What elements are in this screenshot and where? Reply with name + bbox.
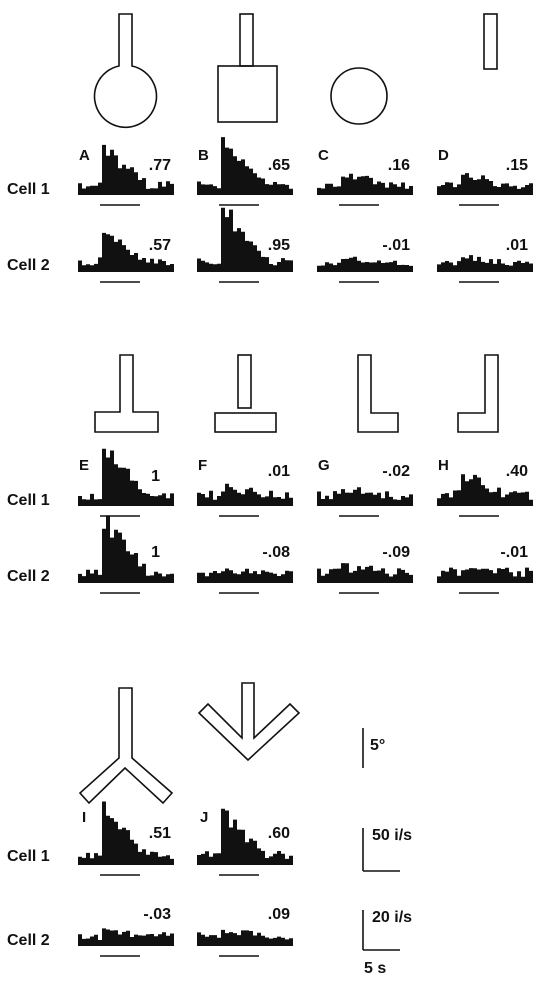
histogram-9 (197, 483, 293, 506)
histogram-12 (78, 515, 174, 583)
row-label-cell1: Cell 1 (7, 181, 50, 198)
panel-letter-f: F (198, 457, 207, 474)
shape-circle (330, 67, 388, 125)
scale-label-rate-1: 50 i/s (372, 827, 412, 844)
shape-stem-square (217, 13, 278, 123)
panel-letter-b: B (198, 147, 209, 164)
r-value: .16 (388, 157, 410, 174)
r-value: .01 (506, 237, 528, 254)
r-value: .77 (149, 157, 171, 174)
shape-arrow (197, 682, 301, 762)
r-value: -.09 (382, 544, 410, 561)
shape-inverted-t (94, 354, 159, 433)
shape-l-left (457, 354, 499, 433)
shape-stem-circle (93, 13, 158, 129)
r-value: .40 (506, 463, 528, 480)
histogram-11 (437, 474, 533, 506)
histogram-18 (78, 928, 174, 946)
histogram-19 (197, 929, 293, 946)
panel-letter-a: A (79, 147, 90, 164)
r-value: -.08 (262, 544, 290, 561)
panel-letter-e: E (79, 457, 89, 474)
shape-l-right (357, 354, 399, 433)
shape-y (78, 687, 174, 805)
panel-letter-d: D (438, 147, 449, 164)
shape-separated-t (214, 354, 277, 433)
histogram-4 (78, 232, 174, 272)
r-value: .01 (268, 463, 290, 480)
r-value: 1 (151, 468, 160, 485)
panel-letter-c: C (318, 147, 329, 164)
r-value: -.01 (382, 237, 410, 254)
histogram-7 (437, 255, 533, 272)
histogram-15 (437, 567, 533, 583)
r-value: -.01 (500, 544, 528, 561)
row-label-cell2: Cell 2 (7, 568, 50, 585)
histogram-10 (317, 487, 413, 506)
r-value: .65 (268, 157, 290, 174)
shape-bar (483, 13, 498, 70)
histogram-0 (78, 144, 174, 195)
panel-letter-h: H (438, 457, 449, 474)
histogram-6 (317, 256, 413, 272)
row-label-cell1: Cell 1 (7, 492, 50, 509)
r-value: .95 (268, 237, 290, 254)
row-label-cell1: Cell 1 (7, 848, 50, 865)
r-value: -.02 (382, 463, 410, 480)
panel-letter-j: J (200, 809, 208, 826)
histogram-3 (437, 173, 533, 195)
histogram-14 (317, 563, 413, 583)
scale-label-angle: 5° (370, 737, 385, 754)
row-label-cell2: Cell 2 (7, 932, 50, 949)
histogram-1 (197, 137, 293, 195)
histogram-2 (317, 173, 413, 195)
r-value: .60 (268, 825, 290, 842)
scale-label-rate-2: 20 i/s (372, 909, 412, 926)
histogram-8 (78, 448, 174, 506)
r-value: .51 (149, 825, 171, 842)
r-value: 1 (151, 544, 160, 561)
histogram-13 (197, 568, 293, 583)
r-value: .15 (506, 157, 528, 174)
histograms (78, 137, 533, 957)
histogram-17 (197, 808, 293, 865)
panel-letter-i: I (82, 809, 86, 826)
r-value: .09 (268, 906, 290, 923)
scale-label-time: 5 s (364, 960, 386, 977)
panel-letter-g: G (318, 457, 330, 474)
row-label-cell2: Cell 2 (7, 257, 50, 274)
histogram-16 (78, 801, 174, 865)
histogram-5 (197, 207, 293, 272)
r-value: .57 (149, 237, 171, 254)
r-value: -.03 (143, 906, 171, 923)
